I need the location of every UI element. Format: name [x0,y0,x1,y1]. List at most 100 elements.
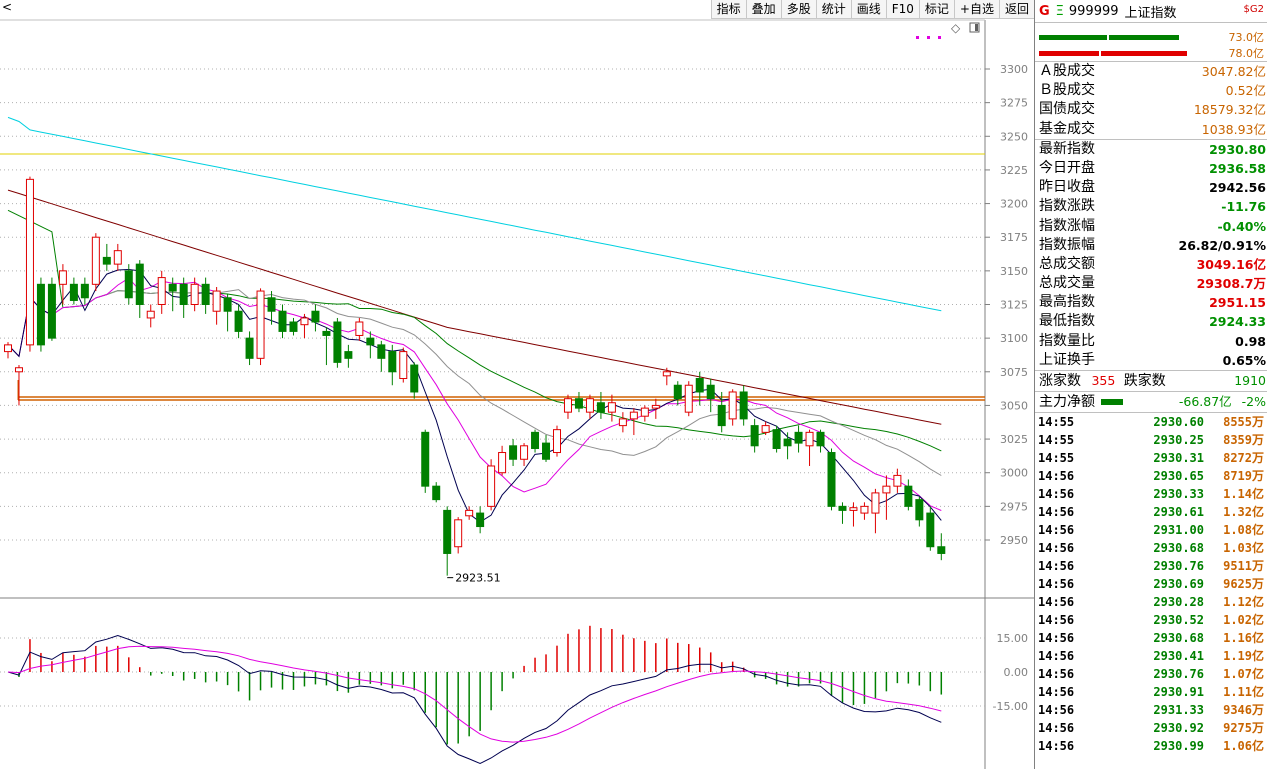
candle-body[interactable] [871,492,880,514]
candle-body[interactable] [750,425,759,447]
candle-body[interactable] [794,431,803,444]
candle-body[interactable] [585,398,594,413]
candle-body[interactable] [761,425,770,433]
candle-body[interactable] [618,418,627,427]
toolbar-button[interactable]: 统计 [815,0,851,19]
menu-icon[interactable]: Ξ [1055,3,1064,19]
candle-body[interactable] [311,310,320,323]
candle-body[interactable] [542,442,551,460]
candle-body[interactable] [69,283,78,301]
candle-body[interactable] [937,546,946,554]
candle-body[interactable] [300,317,309,326]
kline-chart-area[interactable]: ◇ 3300 3275 3250 3225 3200 3175 3150 3125 3100 307… [0,0,1034,769]
candle-body[interactable] [520,445,529,460]
toolbar-button[interactable]: F10 [885,0,919,19]
candle-body[interactable] [849,507,858,511]
toolbar-button[interactable]: 标记 [918,0,954,19]
candle-body[interactable] [574,398,583,409]
toolbar-button[interactable]: 叠加 [745,0,781,19]
candle-body[interactable] [278,310,287,332]
candle-body[interactable] [344,351,353,359]
candle-body[interactable] [223,297,232,312]
sg-badge[interactable]: $G2 [1243,4,1264,15]
candle-body[interactable] [410,364,419,393]
candle-body[interactable] [4,344,12,353]
candle-body[interactable] [640,407,649,417]
candle-body[interactable] [157,277,166,306]
candle-body[interactable] [684,384,693,413]
tick-list[interactable]: 14:55 2930.60 8555万 14:55 2930.25 8359万 14… [1035,413,1267,755]
candle-body[interactable] [80,283,89,299]
candle-body[interactable] [322,330,331,336]
toolbar-button[interactable]: 多股 [780,0,816,19]
candle-body[interactable] [289,321,298,332]
candle-body[interactable] [388,351,397,373]
candle-body[interactable] [355,321,364,336]
toolbar-button[interactable]: 画线 [850,0,886,19]
candle-body[interactable] [739,391,748,420]
toolbar-button[interactable]: +自选 [953,0,999,19]
candle-body[interactable] [124,270,133,299]
toolbar-button[interactable]: 指标 [710,0,746,19]
candle-body[interactable] [596,402,605,413]
candle-body[interactable] [135,263,144,305]
candle-body[interactable] [91,236,100,285]
toolbar-button[interactable]: 返回 [998,0,1034,19]
candle-body[interactable] [245,337,254,359]
candle-body[interactable] [838,505,847,511]
candle-body[interactable] [662,371,671,377]
candle-body[interactable] [443,509,452,554]
candle-body[interactable] [860,505,869,514]
g-icon[interactable]: G [1039,3,1050,19]
candle-body[interactable] [47,283,56,339]
candle-body[interactable] [882,485,891,494]
candle-body[interactable] [465,509,474,517]
candle-body[interactable] [267,297,276,312]
candle-body[interactable] [190,283,199,306]
candle-body[interactable] [673,384,682,400]
candle-body[interactable] [201,283,210,306]
candle-body[interactable] [399,351,408,380]
candle-body[interactable] [25,178,34,346]
candle-body[interactable] [256,290,265,359]
candle-body[interactable] [553,429,561,454]
candle-body[interactable] [234,310,243,332]
candle-body[interactable] [531,431,540,449]
candle-body[interactable] [454,519,463,548]
candle-body[interactable] [772,429,781,449]
candle-body[interactable] [14,367,23,373]
candle-body[interactable] [728,391,737,420]
candle-body[interactable] [36,283,45,346]
candle-body[interactable] [607,402,616,413]
candle-body[interactable] [102,256,111,265]
candle-body[interactable] [695,378,704,393]
kline-chart[interactable]: ◇ 3300 3275 3250 3225 3200 3175 3150 3125 3100 307… [0,0,1034,769]
candle-body[interactable] [805,431,814,447]
candle-body[interactable] [651,404,660,409]
candle-body[interactable] [377,344,386,359]
candle-body[interactable] [421,431,430,487]
candle-body[interactable] [179,283,188,306]
candle-body[interactable] [915,499,924,521]
candle-body[interactable] [827,452,836,507]
candle-body[interactable] [717,404,726,427]
candle-body[interactable] [432,485,441,501]
candle-body[interactable] [333,321,342,363]
candle-body[interactable] [893,474,902,487]
candle-body[interactable] [212,290,221,312]
candle-body[interactable] [926,512,935,548]
candle-body[interactable] [58,270,67,285]
candle-body[interactable] [706,384,715,400]
candle-body[interactable] [563,398,572,413]
diamond-icon[interactable]: ◇ [951,21,961,35]
candle-body[interactable] [816,431,825,447]
window-icon[interactable] [969,22,980,33]
candle-body[interactable] [168,283,177,292]
candle-body[interactable] [509,445,518,460]
candle-body[interactable] [146,310,155,319]
candle-body[interactable] [366,337,375,346]
candle-body[interactable] [904,485,913,507]
candle-body[interactable] [629,411,638,420]
back-arrow-icon[interactable]: < [2,0,13,14]
candle-body[interactable] [476,512,485,528]
